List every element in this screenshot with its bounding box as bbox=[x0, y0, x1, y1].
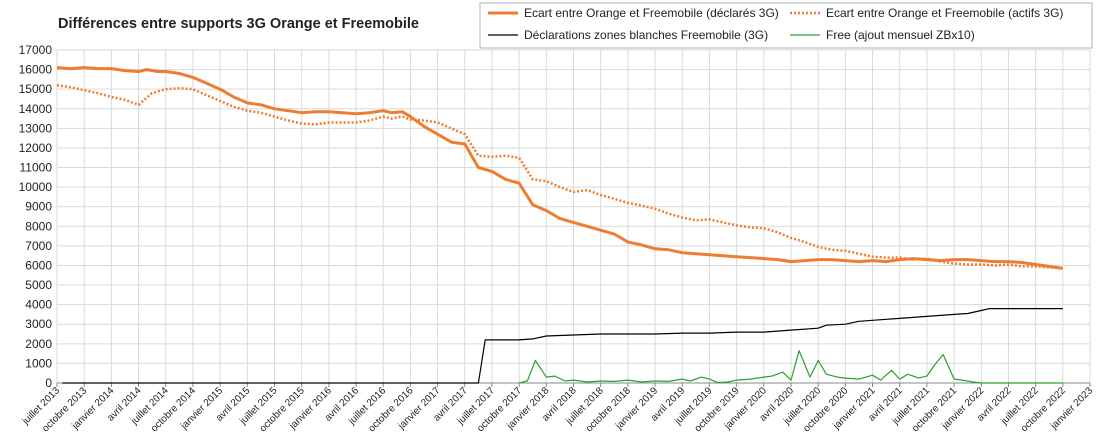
series-line-3 bbox=[518, 350, 1063, 384]
y-tick-label: 14000 bbox=[19, 102, 53, 116]
legend-label: Ecart entre Orange et Freemobile (déclar… bbox=[524, 6, 779, 20]
y-tick-label: 10000 bbox=[19, 180, 53, 194]
series-line-1 bbox=[56, 84, 1063, 270]
gridlines bbox=[56, 49, 1091, 387]
legend-label: Free (ajout mensuel ZBx10) bbox=[826, 28, 975, 42]
y-tick-label: 16000 bbox=[19, 63, 53, 77]
y-tick-label: 5000 bbox=[25, 278, 52, 292]
y-tick-label: 13000 bbox=[19, 121, 53, 135]
y-tick-label: 17000 bbox=[19, 43, 53, 57]
series-lines bbox=[56, 66, 1064, 384]
y-tick-label: 7000 bbox=[25, 239, 52, 253]
y-tick-label: 8000 bbox=[25, 219, 52, 233]
y-tick-label: 1000 bbox=[25, 356, 52, 370]
y-tick-label: 2000 bbox=[25, 337, 52, 351]
y-tick-label: 9000 bbox=[25, 200, 52, 214]
y-tick-label: 15000 bbox=[19, 82, 53, 96]
series-line-0 bbox=[56, 66, 1064, 270]
legend-label: Déclarations zones blanches Freemobile (… bbox=[524, 28, 768, 42]
legend-label: Ecart entre Orange et Freemobile (actifs… bbox=[826, 6, 1063, 20]
legend: Ecart entre Orange et Freemobile (déclar… bbox=[479, 2, 1093, 49]
y-tick-label: 11000 bbox=[20, 161, 53, 175]
y-tick-label: 12000 bbox=[19, 141, 53, 155]
y-tick-label: 4000 bbox=[25, 298, 52, 312]
y-tick-label: 0 bbox=[45, 376, 52, 390]
y-tick-label: 3000 bbox=[25, 317, 52, 331]
y-tick-label: 6000 bbox=[25, 258, 52, 272]
legend-box bbox=[479, 2, 1093, 49]
series-line-2 bbox=[62, 308, 1063, 384]
chart-title: Différences entre supports 3G Orange et … bbox=[58, 16, 419, 32]
y-axis-ticks: 0 1000 2000 3000 4000 5000 6000 7000 8000 9000 100… bbox=[19, 43, 53, 390]
